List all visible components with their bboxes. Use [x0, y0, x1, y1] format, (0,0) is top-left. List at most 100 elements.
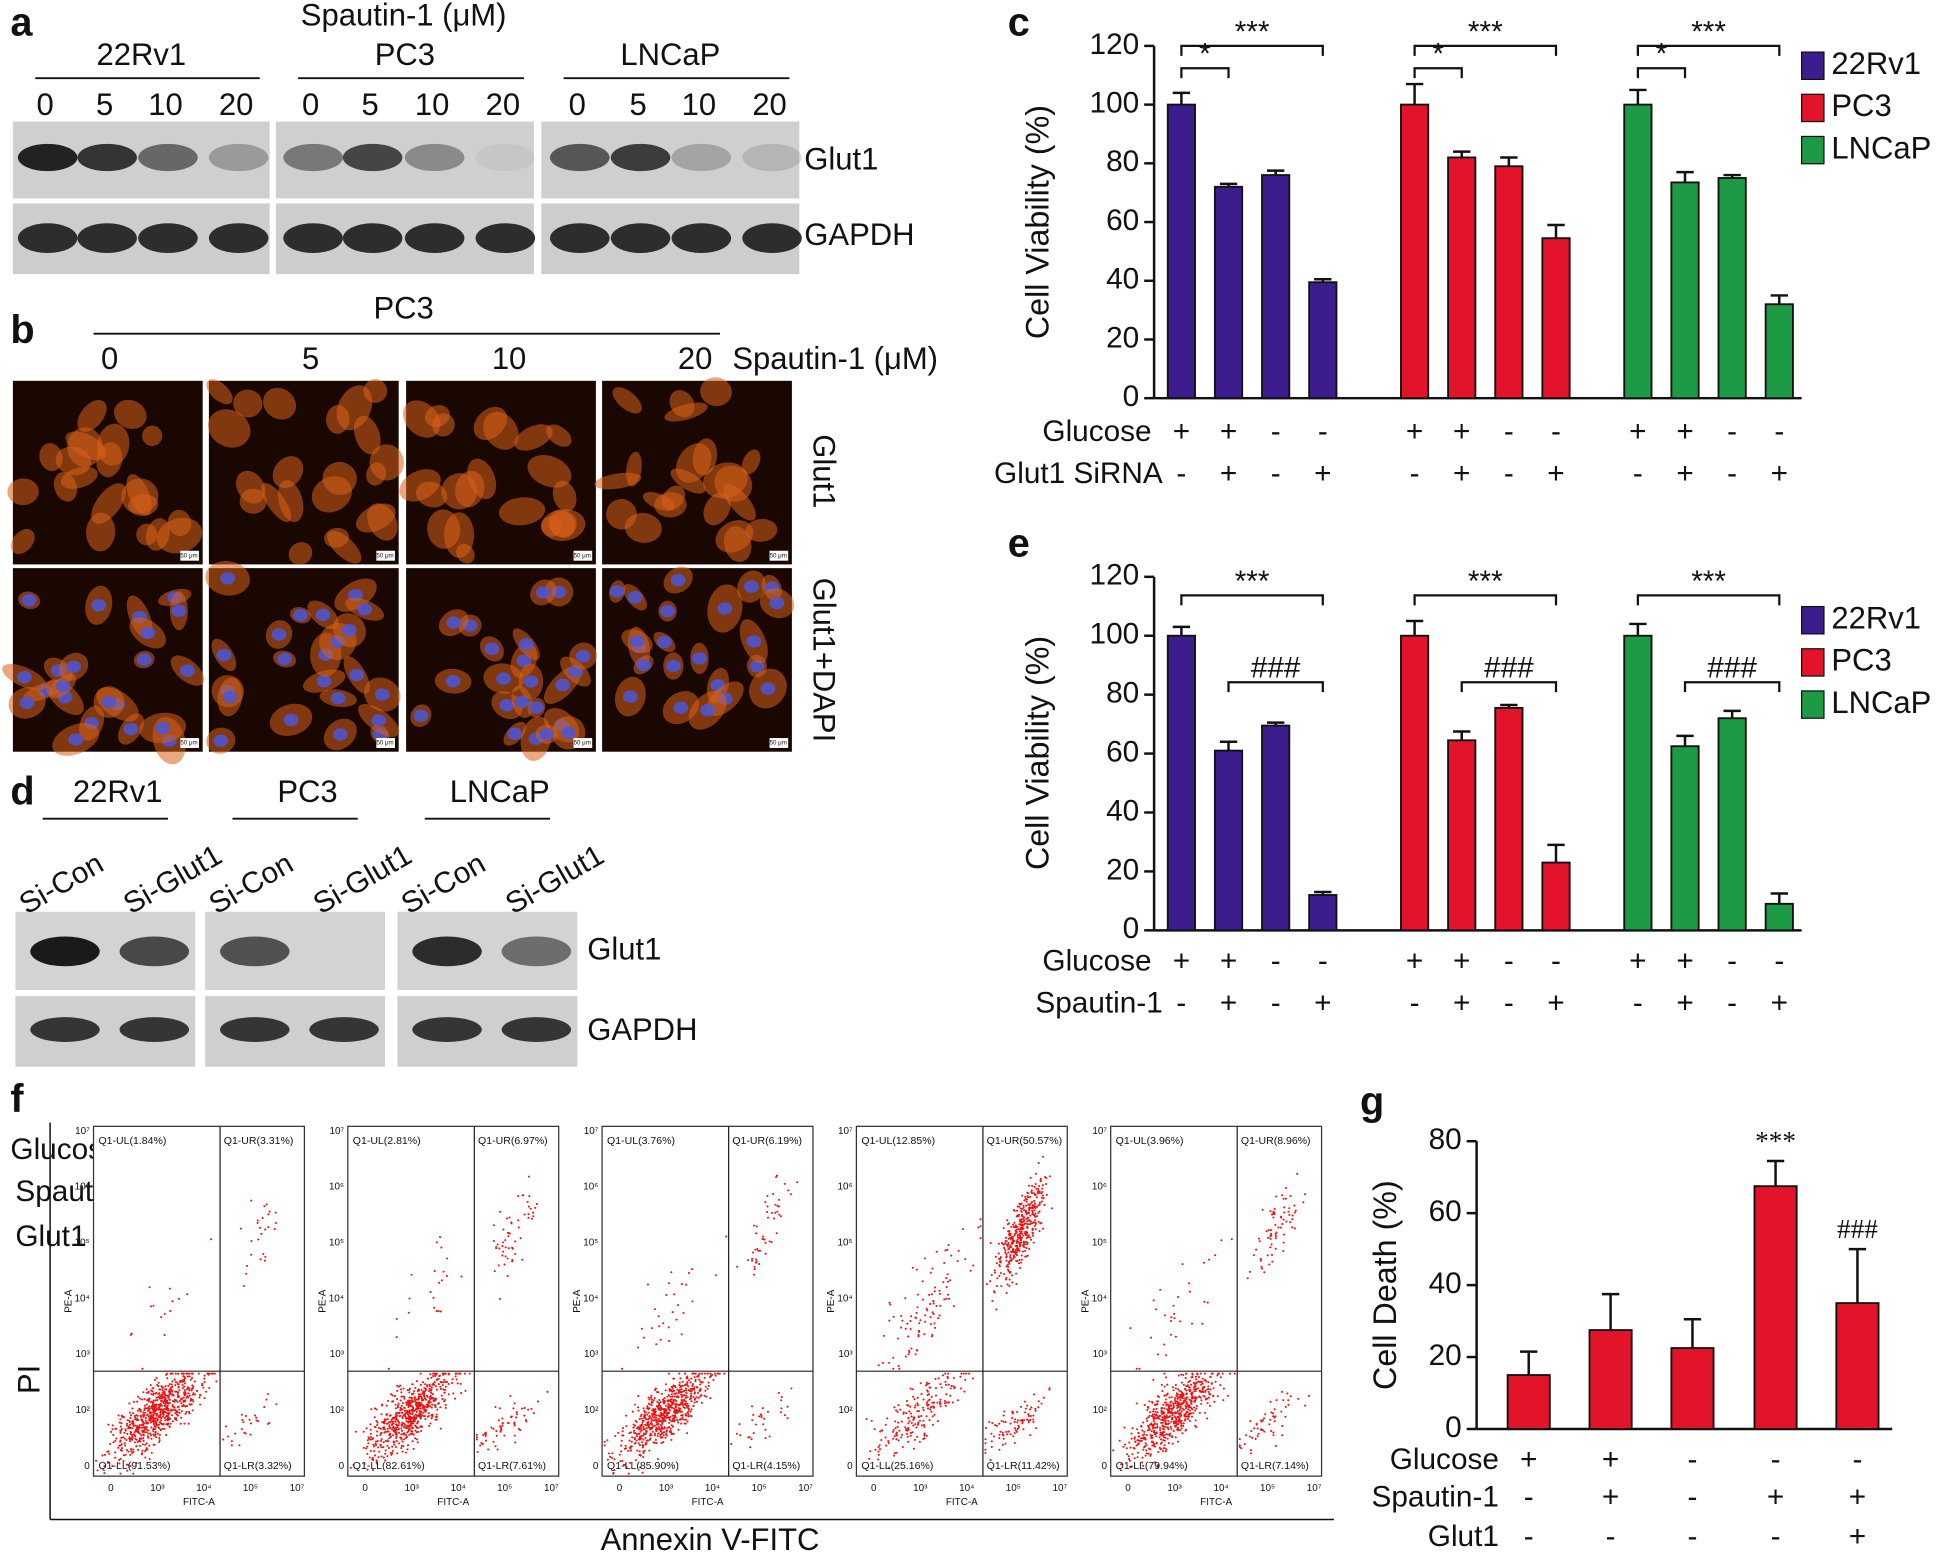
flow-y-tick: 10³ [838, 1349, 853, 1360]
condition-sign: - [1271, 987, 1281, 1020]
quadrant-label: Q1-LR(11.42%) [987, 1460, 1060, 1472]
treatment-label: Spautin-1 (μM) [732, 341, 938, 376]
flow-y-tick: 10⁵ [75, 1238, 90, 1249]
cell [455, 470, 485, 508]
quadrant-label: Q1-UL(1.84%) [98, 1135, 166, 1147]
condition-sign: + [1676, 415, 1693, 448]
condition-sign: + [1676, 457, 1693, 490]
bar [1623, 103, 1653, 400]
dose-label: 0 [569, 87, 586, 122]
events [865, 1155, 1053, 1469]
dose-label: 10 [415, 87, 449, 122]
significance-bracket [1227, 681, 1324, 693]
bar [1447, 156, 1477, 400]
error-bar [1314, 890, 1332, 895]
legend-swatch [1800, 93, 1825, 123]
flow-x-tick: 0 [871, 1483, 877, 1494]
cell [741, 449, 761, 475]
dose-label: 20 [678, 341, 712, 376]
error-bar [1520, 1350, 1538, 1376]
nucleus [371, 714, 387, 727]
flow-x-tick: 10⁷ [290, 1483, 305, 1494]
y-tick-label: 40 [1429, 1267, 1462, 1300]
flow-x-tick: 10⁴ [705, 1483, 720, 1494]
nucleus [123, 722, 139, 736]
condition-sign: + [1602, 1480, 1619, 1513]
condition-sign: - [1410, 457, 1420, 490]
condition-sign: - [1727, 415, 1737, 448]
nucleus [66, 660, 82, 673]
nucleus [660, 604, 676, 618]
condition-sign: + [1849, 1480, 1866, 1513]
band [119, 936, 190, 967]
quadrant-label: Q1-UR(6.19%) [732, 1135, 802, 1147]
quadrant-label: Q1-UR(3.31%) [224, 1135, 294, 1147]
bar [1717, 717, 1747, 932]
condition-sign: - [1771, 1520, 1781, 1553]
cell [606, 498, 637, 530]
cell [53, 472, 78, 502]
significance-label: *** [1235, 565, 1270, 598]
nucleus [575, 649, 591, 663]
cell [7, 478, 39, 506]
nucleus [609, 585, 625, 598]
cell [39, 443, 63, 472]
condition-sign: + [1849, 1520, 1866, 1553]
flow-x-tick: 0 [108, 1483, 114, 1494]
condition-sign: + [1406, 415, 1423, 448]
bar [1261, 724, 1291, 932]
flow-plot [347, 1125, 560, 1477]
cell [261, 482, 292, 523]
condition-sign: + [1173, 415, 1190, 448]
nucleus [446, 616, 462, 629]
flow-y-tick: 10⁷ [1092, 1126, 1107, 1137]
nucleus [665, 659, 681, 673]
condition-sign: - [1504, 457, 1514, 490]
significance-label: * [1199, 38, 1211, 71]
scale-box [376, 550, 395, 561]
error-bar [1601, 1292, 1620, 1331]
flow-y-label: PE-A [572, 1289, 583, 1313]
flow-y-tick: 10² [584, 1405, 599, 1416]
cell [703, 492, 731, 526]
band [309, 1017, 379, 1042]
nucleus [68, 733, 84, 746]
flow-y-tick: 0 [593, 1461, 599, 1472]
flow-y-label: PE-A [318, 1289, 329, 1313]
quadrant-label: Q1-LL(91.53%) [98, 1460, 170, 1472]
significance-bracket [1413, 594, 1558, 606]
band [550, 143, 610, 172]
events [1112, 1172, 1311, 1468]
error-bar [1219, 182, 1238, 187]
significance-label: ### [1484, 652, 1534, 685]
flow-x-label: FITC-A [437, 1497, 469, 1508]
y-axis-title: Cell Viability (%) [1019, 105, 1055, 339]
error-bar [1172, 625, 1191, 636]
condition-sign: - [1176, 457, 1186, 490]
band [610, 143, 671, 172]
band [404, 223, 465, 254]
legend-label: LNCaP [1831, 130, 1931, 165]
condition-sign: + [1406, 944, 1423, 977]
flow-y-tick: 0 [84, 1461, 90, 1472]
condition-sign: - [1852, 1443, 1862, 1476]
nucleus [316, 674, 332, 688]
nucleus [91, 599, 107, 612]
nucleus [555, 678, 571, 692]
error-bar [1723, 709, 1741, 719]
band [671, 223, 732, 254]
error-bar [1629, 88, 1647, 105]
nucleus [744, 580, 759, 593]
scale-bar-label: 50 μm [574, 552, 591, 559]
cell [661, 485, 686, 511]
y-tick-label: 20 [1106, 321, 1139, 354]
error-bar [1500, 703, 1518, 708]
nucleus [657, 635, 672, 649]
cell [527, 454, 572, 488]
condition-sign: + [1220, 944, 1237, 977]
y-axis-title: Cell Death (%) [1367, 1180, 1403, 1390]
nucleus [140, 626, 156, 640]
nucleus [216, 648, 232, 662]
legend-label: 22Rv1 [1831, 46, 1921, 81]
